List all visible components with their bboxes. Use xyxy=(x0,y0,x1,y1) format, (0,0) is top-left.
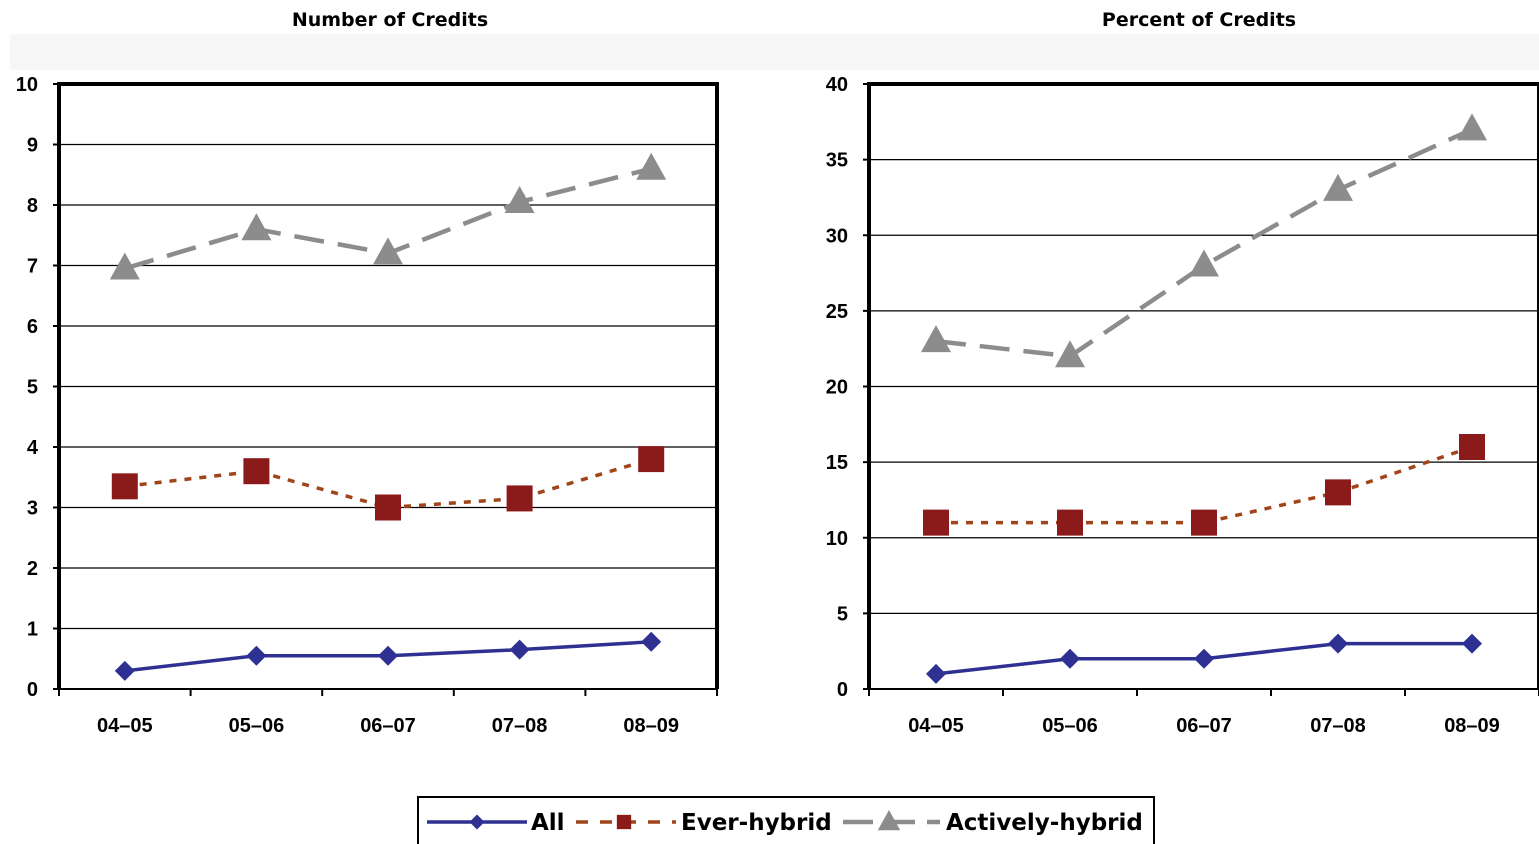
data-point-square xyxy=(638,446,665,473)
y-tick-label: 4 xyxy=(27,437,39,459)
y-tick-label: 1 xyxy=(27,619,38,641)
triangle-marker-icon xyxy=(877,810,901,831)
series-all xyxy=(926,633,1482,684)
y-tick-label: 30 xyxy=(826,225,848,247)
data-point-square xyxy=(923,509,949,536)
data-point-diamond xyxy=(641,631,662,652)
x-tick-label: 08–09 xyxy=(623,715,679,737)
y-tick-label: 5 xyxy=(27,377,38,399)
x-tick-label: 07–08 xyxy=(1310,715,1366,737)
series-actively-hybrid xyxy=(921,113,1487,368)
data-point-square xyxy=(1325,479,1351,506)
legend-marker xyxy=(469,814,485,830)
data-point-triangle xyxy=(373,237,403,265)
y-tick-label: 0 xyxy=(27,679,38,701)
y-tick-label: 9 xyxy=(27,135,38,157)
header-band xyxy=(10,34,1539,70)
data-point-triangle xyxy=(109,252,140,280)
data-point-diamond xyxy=(378,645,398,666)
data-point-triangle xyxy=(504,185,535,213)
data-point-diamond xyxy=(246,645,267,666)
data-point-diamond xyxy=(114,660,135,681)
series-line xyxy=(936,445,1473,525)
y-tick-label: 2 xyxy=(27,558,38,580)
y-tick-label: 10 xyxy=(826,528,848,550)
series-ever-hybrid xyxy=(111,446,665,521)
data-point-diamond xyxy=(509,639,530,660)
legend-label: Actively-hybrid xyxy=(946,810,1143,836)
data-point-triangle xyxy=(1055,340,1085,368)
legend-item-actively-hybrid: Actively-hybrid xyxy=(843,810,1143,836)
series-ever-hybrid xyxy=(923,434,1485,536)
legend-item-ever-hybrid: Ever-hybrid xyxy=(576,810,832,836)
series-line xyxy=(935,127,1473,359)
data-point-square xyxy=(111,473,138,500)
x-tick-label: 07–08 xyxy=(492,715,548,737)
y-tick-label: 5 xyxy=(837,603,848,625)
x-tick-label: 06–07 xyxy=(360,715,416,737)
y-tick-label: 15 xyxy=(826,452,848,474)
percent-of-credits-chart: Percent of Credits 0 5 10 15 20 25 30 35 40 04–05 0… xyxy=(826,9,1539,737)
y-tick-label: 20 xyxy=(826,377,848,399)
y-tick-label: 35 xyxy=(826,150,848,172)
x-tick-label: 05–06 xyxy=(229,715,285,737)
legend-label: All xyxy=(531,810,565,836)
legend-marker xyxy=(877,810,901,831)
legend-box xyxy=(417,796,1155,844)
data-point-diamond xyxy=(1194,648,1214,669)
data-point-diamond xyxy=(926,663,946,684)
series-actively-hybrid xyxy=(109,152,667,280)
number-of-credits-chart: Number of Credits 0 1 2 3 4 5 6 7 8 9 10 04–05 05–06 0… xyxy=(10,9,1539,737)
chart-title: Number of Credits xyxy=(292,9,488,31)
data-point-square xyxy=(1057,509,1083,536)
data-point-triangle xyxy=(921,325,951,353)
x-tick-label: 05–06 xyxy=(1042,715,1098,737)
data-point-triangle xyxy=(1189,249,1219,277)
legend-marker xyxy=(616,814,632,830)
square-marker-icon xyxy=(616,814,632,830)
x-tick-label: 04–05 xyxy=(97,715,153,737)
data-point-square xyxy=(375,494,401,521)
y-tick-label: 0 xyxy=(837,679,848,701)
x-tick-label: 08–09 xyxy=(1444,715,1500,737)
y-tick-label: 25 xyxy=(826,301,848,323)
data-point-square xyxy=(1459,434,1485,460)
y-tick-label: 6 xyxy=(27,316,38,338)
legend-label: Ever-hybrid xyxy=(681,810,832,836)
series-all xyxy=(114,631,662,681)
data-point-square xyxy=(506,485,533,512)
data-point-diamond xyxy=(1462,633,1482,654)
legend-item-all: All xyxy=(427,810,565,836)
chart-title: Percent of Credits xyxy=(1102,9,1296,31)
data-point-diamond xyxy=(1328,633,1348,654)
y-tick-label: 40 xyxy=(826,74,848,96)
data-point-diamond xyxy=(1060,648,1080,669)
y-tick-label: 7 xyxy=(27,256,38,278)
diamond-marker-icon xyxy=(469,814,485,830)
data-point-triangle xyxy=(241,213,272,241)
data-point-triangle xyxy=(636,152,667,180)
y-tick-label: 8 xyxy=(27,195,38,217)
legend: All Ever-hybrid Actively-hybrid xyxy=(417,796,1155,844)
data-point-triangle xyxy=(1323,173,1353,201)
x-tick-label: 06–07 xyxy=(1176,715,1232,737)
data-point-square xyxy=(243,458,270,485)
data-point-square xyxy=(1191,509,1217,536)
y-tick-label: 10 xyxy=(16,74,38,96)
y-tick-label: 3 xyxy=(27,498,38,520)
data-point-triangle xyxy=(1457,113,1487,141)
x-tick-label: 04–05 xyxy=(908,715,964,737)
